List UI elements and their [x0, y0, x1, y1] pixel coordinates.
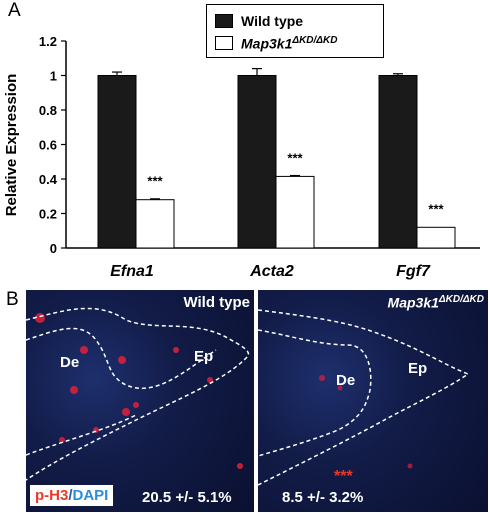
micrograph-title-right-sup: ΔKD/ΔKD: [438, 294, 484, 305]
bar-efna1-wild-type: [97, 75, 137, 249]
tissue-illustration-right: [258, 309, 470, 486]
stat-left: 20.5 +/- 5.1%: [142, 489, 232, 506]
bars: *** *** ***: [97, 67, 456, 249]
bar-fgf7-wild-type: [378, 75, 418, 249]
legend-swatch-mutant: [215, 36, 233, 50]
ph3-positive-nuclei-right: [319, 375, 413, 469]
stain-label-dapi: DAPI: [72, 487, 109, 504]
y-tick-label: 1: [50, 69, 57, 84]
legend-item-wild-type: Wild type: [215, 12, 303, 30]
micrograph-title-right: Map3k1ΔKD/ΔKD: [388, 294, 484, 311]
bar-chart: 0 0.2 0.4 0.6 0.8 1 1.2 *** *** *** Efna1 Acta2 Fg…: [3, 34, 480, 280]
y-tick-label: 0.6: [39, 138, 57, 153]
micrograph-title-left: Wild type: [183, 294, 250, 311]
stain-legend: p-H3/DAPI: [30, 485, 114, 506]
bar-acta2-mutant: [275, 175, 315, 249]
stain-label-ph3: p-H3: [35, 487, 69, 504]
significance-right: ***: [334, 468, 353, 485]
legend-label-mutant-sup: ΔKD/ΔKD: [292, 34, 338, 46]
y-tick-label: 0: [50, 241, 57, 256]
dermis-label-left: De: [60, 354, 80, 371]
y-tick-label: 0.2: [39, 207, 57, 222]
epidermis-label-left: Ep: [194, 348, 214, 365]
dermis-border-right: [258, 329, 372, 457]
x-labels: Efna1 Acta2 Fgf7: [110, 263, 431, 280]
significance-marker: ***: [147, 174, 163, 189]
x-tick-label: Efna1: [110, 263, 154, 280]
legend-label-mutant-gene: Map3k1: [241, 35, 293, 52]
micrograph-wild-type: Wild type De Ep 20.5 +/- 5.1% p-H3/DAPI: [26, 290, 254, 512]
bar-efna1-mutant: [135, 199, 175, 249]
bar-acta2-wild-type: [237, 75, 277, 249]
micrograph-title-right-gene: Map3k1: [387, 294, 439, 311]
legend-item-mutant: Map3k1ΔKD/ΔKD: [215, 34, 337, 52]
x-tick-label: Acta2: [249, 263, 294, 280]
stain-label-separator: /: [68, 487, 73, 504]
ph3-positive-nuclei-left: [35, 313, 243, 469]
y-tick-label: 1.2: [39, 34, 57, 49]
significance-marker: ***: [287, 150, 303, 165]
epidermis-label-right: Ep: [408, 360, 428, 377]
panel-letter-b: B: [6, 289, 19, 310]
basement-membrane-inner-left: [26, 327, 217, 390]
micrograph-mutant: Map3k1ΔKD/ΔKD De Ep *** 8.5 +/- 3.2%: [258, 290, 488, 512]
basement-membrane-outer-right: [258, 309, 470, 486]
tissue-illustration-left: [26, 307, 250, 481]
bar-fgf7-mutant: [416, 226, 456, 249]
y-tick-label: 0.4: [39, 172, 58, 187]
y-axis-label: Relative Expression: [3, 74, 20, 217]
epidermis-border-left: [26, 414, 137, 456]
panel-letter-a: A: [8, 0, 21, 21]
stat-right: 8.5 +/- 3.2%: [282, 489, 364, 506]
legend: Wild type Map3k1ΔKD/ΔKD: [206, 4, 384, 58]
x-tick-label: Fgf7: [396, 263, 431, 280]
significance-marker: ***: [428, 201, 444, 216]
legend-label-mutant: Map3k1ΔKD/ΔKD: [241, 35, 337, 52]
legend-swatch-wild-type: [215, 14, 233, 28]
legend-label-wild-type: Wild type: [241, 13, 304, 29]
y-tick-label: 0.8: [39, 103, 57, 118]
dermis-label-right: De: [336, 372, 356, 389]
basement-membrane-outer-left: [26, 307, 250, 481]
